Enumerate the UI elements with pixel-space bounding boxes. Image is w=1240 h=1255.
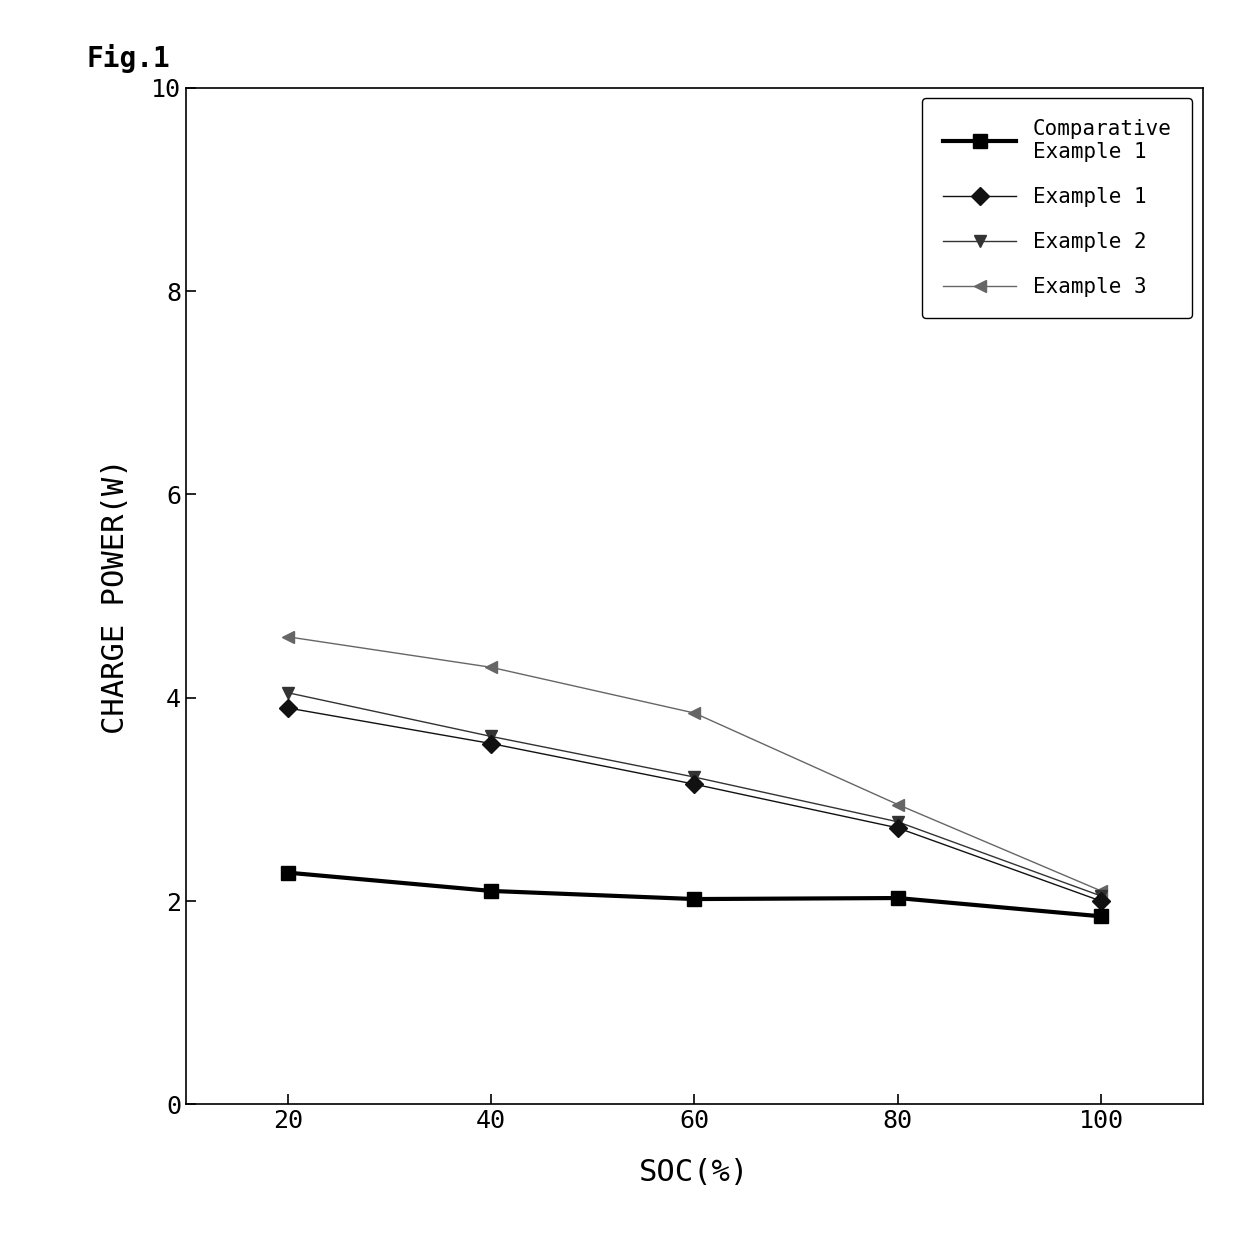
Y-axis label: CHARGE POWER(W): CHARGE POWER(W) [102, 458, 130, 734]
X-axis label: SOC(%): SOC(%) [640, 1158, 749, 1187]
Text: Fig.1: Fig.1 [87, 44, 171, 73]
Legend: Comparative
Example 1, Example 1, Example 2, Example 3: Comparative Example 1, Example 1, Exampl… [923, 98, 1193, 318]
